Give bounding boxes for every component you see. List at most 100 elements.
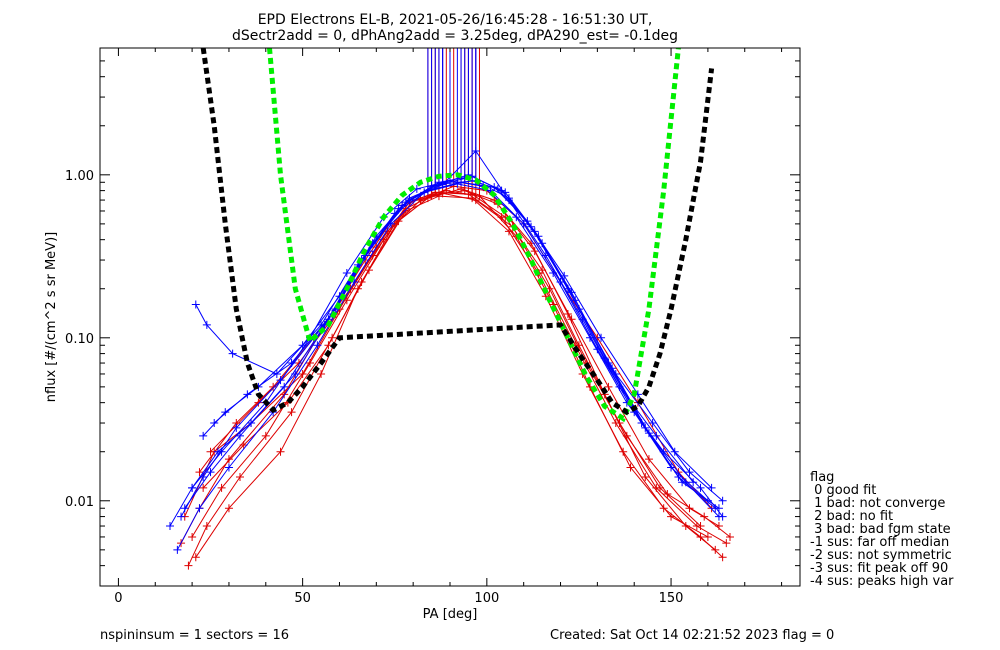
data-point-blue bbox=[504, 196, 513, 205]
data-point-blue bbox=[276, 376, 285, 385]
data-point-red bbox=[236, 472, 244, 481]
data-point-blue bbox=[696, 483, 705, 492]
legend-entry: -1 sus: far off median bbox=[810, 535, 949, 550]
legend-entry: 0 good fit bbox=[810, 483, 876, 498]
data-point-blue bbox=[232, 423, 241, 432]
flag-legend: flag 0 good fit 1 bad: not converge 2 ba… bbox=[810, 470, 954, 589]
data-point-red bbox=[276, 447, 285, 456]
data-point-red bbox=[538, 266, 547, 275]
data-point-blue bbox=[471, 147, 480, 156]
x-tick-label: 150 bbox=[659, 591, 684, 606]
legend-entry: 3 bad: bad fgm state bbox=[810, 522, 951, 537]
series-line-blue bbox=[176, 183, 709, 551]
data-point-red bbox=[726, 532, 734, 541]
y-axis-label: nflux [#/(cm^2 s sr MeV)] bbox=[44, 232, 59, 402]
series-line-red bbox=[187, 195, 723, 566]
data-point-blue bbox=[678, 478, 687, 487]
data-point-blue bbox=[497, 186, 506, 195]
data-point-blue bbox=[247, 419, 256, 428]
data-point-blue bbox=[166, 522, 174, 531]
data-point-red bbox=[615, 419, 624, 428]
data-point-red bbox=[287, 408, 296, 417]
data-point-red bbox=[619, 447, 628, 456]
data-point-blue bbox=[615, 382, 624, 391]
data-point-red bbox=[195, 468, 204, 477]
series-line-red bbox=[199, 185, 712, 509]
legend-entry: -3 sus: fit peak off 90 bbox=[810, 561, 948, 576]
data-point-red bbox=[468, 190, 477, 199]
axes: 0 50 100 150 0.01 0.10 1.00 bbox=[65, 47, 800, 606]
x-tick-label: 100 bbox=[474, 591, 499, 606]
data-point-red bbox=[357, 277, 366, 286]
series-line-red bbox=[210, 191, 701, 527]
data-point-red bbox=[224, 504, 233, 513]
data-point-red bbox=[530, 247, 539, 256]
data-point-red bbox=[188, 532, 197, 541]
legend-entry: -4 sus: peaks high var bbox=[810, 574, 954, 589]
data-point-red bbox=[254, 398, 263, 407]
data-point-red bbox=[202, 522, 211, 531]
x-tick-label: 0 bbox=[114, 591, 122, 606]
data-point-blue bbox=[714, 512, 723, 521]
data-point-red bbox=[261, 431, 270, 440]
data-point-red bbox=[199, 483, 208, 492]
data-point-blue bbox=[224, 463, 233, 472]
data-point-red bbox=[644, 455, 653, 464]
data-point-blue bbox=[199, 431, 208, 440]
data-point-blue bbox=[287, 359, 296, 368]
data-point-red bbox=[626, 463, 635, 472]
fit-curve-green bbox=[267, 48, 681, 423]
legend-entry: 1 bad: not converge bbox=[810, 496, 945, 511]
data-point-blue bbox=[707, 483, 716, 492]
data-point-blue bbox=[206, 468, 215, 477]
chart-title: EPD Electrons EL-B, 2021-05-26/16:45:28 … bbox=[258, 12, 653, 28]
data-point-red bbox=[681, 522, 690, 531]
data-point-blue bbox=[177, 512, 186, 521]
data-point-blue bbox=[202, 320, 211, 329]
data-point-blue bbox=[313, 341, 322, 350]
data-point-red bbox=[269, 382, 278, 391]
y-tick-label: 1.00 bbox=[65, 169, 94, 184]
data-point-blue bbox=[667, 463, 676, 472]
plot-area bbox=[166, 48, 734, 570]
series-line-blue bbox=[213, 150, 694, 483]
data-point-blue bbox=[567, 288, 576, 297]
data-point-blue bbox=[173, 545, 182, 554]
footer-left: nspininsum = 1 sectors = 16 bbox=[100, 628, 289, 643]
data-point-blue bbox=[199, 472, 208, 481]
data-point-red bbox=[298, 369, 307, 378]
chart-subtitle: dSectr2add = 0, dPhAng2add = 3.25deg, dP… bbox=[232, 28, 678, 44]
data-point-red bbox=[663, 490, 672, 499]
data-point-red bbox=[471, 196, 480, 205]
series-line-red bbox=[184, 192, 731, 538]
series-line-red bbox=[191, 190, 709, 538]
series-line-red bbox=[202, 190, 720, 527]
data-point-blue bbox=[541, 251, 550, 260]
data-point-blue bbox=[405, 196, 414, 205]
data-point-red bbox=[224, 455, 233, 464]
data-point-blue bbox=[438, 180, 447, 189]
data-point-red bbox=[711, 545, 720, 554]
data-point-blue bbox=[195, 504, 204, 513]
data-point-red bbox=[604, 382, 613, 391]
data-point-red bbox=[217, 483, 226, 492]
data-point-blue bbox=[221, 408, 230, 417]
data-point-red bbox=[667, 512, 676, 521]
data-point-blue bbox=[228, 349, 237, 358]
data-point-red bbox=[714, 522, 723, 531]
data-point-red bbox=[434, 188, 443, 197]
data-point-red bbox=[718, 553, 727, 562]
data-point-blue bbox=[530, 227, 539, 236]
data-point-red bbox=[317, 369, 326, 378]
data-point-blue bbox=[291, 369, 300, 378]
legend-entry: -2 sus: not symmetric bbox=[810, 548, 952, 563]
x-tick-label: 50 bbox=[294, 591, 311, 606]
y-tick-label: 0.10 bbox=[65, 332, 94, 347]
data-point-blue bbox=[210, 419, 219, 428]
data-point-blue bbox=[597, 333, 606, 342]
data-point-blue bbox=[714, 504, 723, 513]
data-point-blue bbox=[648, 419, 657, 428]
data-point-blue bbox=[641, 423, 650, 432]
data-point-blue bbox=[718, 496, 727, 505]
